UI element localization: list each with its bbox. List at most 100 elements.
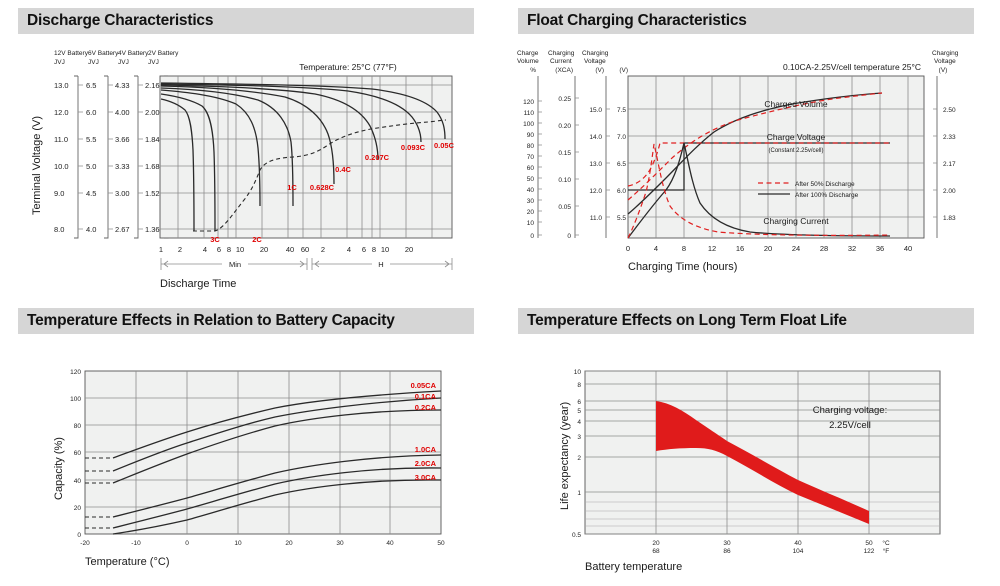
scale-unit-charge-volume: %	[530, 67, 536, 74]
float-x-tick-0: 0	[626, 244, 630, 253]
cap-y-tick-4: 80	[74, 423, 82, 430]
panel-header-float: Float Charging Characteristics	[518, 8, 974, 34]
floatlife-gridlines-minor	[585, 501, 940, 527]
fl-x-tick-f-0: 68	[652, 548, 660, 555]
cap-y-tick-0: 0	[77, 532, 81, 539]
floatlife-y-axis-title: Life expectancy (year)	[559, 402, 571, 510]
capacity-label-20ca: 2.0CA	[415, 459, 437, 468]
capacity-curve-005ca	[112, 390, 442, 459]
tick-2v-1: 2.00	[145, 108, 160, 117]
tick-4v-1: 4.00	[115, 108, 130, 117]
cap-x-tick-3: 10	[234, 540, 242, 547]
range-label-min: Min	[229, 260, 241, 269]
rate-label-0628c: 0.628C	[310, 183, 335, 192]
panel-title-capacity: Temperature Effects in Relation to Batte…	[27, 312, 395, 329]
x-tick-13: 10	[381, 245, 389, 254]
cap-x-tick-6: 40	[386, 540, 394, 547]
panel-title-discharge: Discharge Characteristics	[27, 12, 214, 29]
cvt-tick-4: 11.0	[590, 215, 603, 222]
cv-tick-8: 40	[527, 187, 535, 194]
cap-y-tick-1: 20	[74, 505, 82, 512]
right-axis-unit: (V)	[939, 67, 948, 74]
capacity-curve-02ca	[112, 409, 442, 484]
fl-y-tick-4: 4	[577, 419, 581, 426]
floatlife-gridlines-horizontal	[585, 370, 940, 535]
float-label-charge-voltage: Charge Voltage	[767, 132, 826, 142]
scale-header-12v-line1: 12V Battery	[54, 50, 89, 57]
capacity-label-005ca: 0.05CA	[411, 381, 437, 390]
range-label-bg-min	[222, 258, 248, 270]
capacity-label-01ca: 0.1CA	[415, 392, 437, 401]
tick-2v-2: 1.84	[145, 135, 160, 144]
cc-tick-2: 0.15	[558, 150, 571, 157]
discharge-x-ticks: 1 2 4 6 8 10 20 40 60 2 4 6 8 10 20	[159, 245, 413, 254]
tick-12v-5: 8.0	[54, 225, 64, 234]
right-tick-0: 2.50	[943, 107, 956, 114]
floatlife-x-axis-title: Battery temperature	[585, 561, 682, 573]
discharge-temperature-annotation: Temperature: 25°C (77°F)	[299, 62, 397, 72]
float-x-tick-8: 32	[848, 244, 856, 253]
x-tick-2: 4	[203, 245, 207, 254]
cv-tick-12: 0	[530, 233, 534, 240]
discharge-ticks-12v: 13.0 12.0 11.0 10.0 9.0 8.0	[54, 81, 69, 234]
cc-tick-0: 0.25	[558, 96, 571, 103]
floatlife-life-band	[656, 401, 869, 524]
capacity-y-axis-title: Capacity (%)	[53, 437, 65, 500]
capacity-curve-01ca	[112, 397, 442, 472]
floatlife-plot-area	[584, 370, 941, 535]
discharge-scale-headers: 12V Battery JVJ 6V Battery JVJ 4V Batter…	[54, 50, 179, 66]
discharge-chart: 12V Battery JVJ 6V Battery JVJ 4V Batter…	[31, 50, 455, 290]
x-tick-1: 2	[178, 245, 182, 254]
discharge-scale-bars	[74, 75, 173, 239]
floatlife-note-line1: Charging voltage:	[813, 405, 887, 416]
capacity-chart: Capacity (%) 120 100 80 60 40 20 0	[53, 369, 445, 568]
scale-header-charge-volume-2: Volume	[517, 58, 539, 65]
tick-12v-0: 13.0	[54, 81, 69, 90]
capacity-curve-10ca	[112, 454, 442, 518]
cc-tick-5: 0	[567, 233, 571, 240]
discharge-ticks-4v: 4.33 4.00 3.66 3.33 3.00 2.67	[115, 81, 130, 234]
capacity-y-ticks: 120 100 80 60 40 20 0	[70, 369, 81, 539]
tick-4v-3: 3.33	[115, 162, 130, 171]
x-tick-3: 6	[217, 245, 221, 254]
fl-x-tick-c-1: 30	[723, 540, 731, 547]
fl-y-tick-1: 8	[577, 382, 581, 389]
cv-tick-7: 50	[527, 176, 535, 183]
fl-y-tick-7: 1	[577, 490, 581, 497]
cap-x-tick-1: -10	[131, 540, 141, 547]
tick-4v-4: 3.00	[115, 189, 130, 198]
cv-tick-5: 70	[527, 154, 535, 161]
float-ticks-cell-voltage: 7.5 7.0 6.5 6.0 5.5	[617, 107, 626, 222]
cellv-tick-0: 7.5	[617, 107, 626, 114]
right-tick-4: 1.83	[943, 215, 956, 222]
float-label-charging-current: Charging Current	[763, 216, 829, 226]
tick-12v-4: 9.0	[54, 189, 64, 198]
fl-y-tick-6: 2	[577, 455, 581, 462]
rate-label-1c: 1C	[287, 183, 297, 192]
x-tick-5: 10	[236, 245, 244, 254]
float-gridlines	[628, 76, 924, 238]
rate-label-2c: 2C	[252, 235, 262, 244]
discharge-ticks-6v: 6.5 6.0 5.5 5.0 4.5 4.0	[86, 81, 96, 234]
scale-unit-charging-voltage: (V)	[595, 67, 604, 74]
floatlife-y-ticks: 10 8 6 5 4 3 2 1 0.5	[572, 369, 581, 539]
capacity-label-10ca: 1.0CA	[415, 445, 437, 454]
cap-y-tick-6: 120	[70, 369, 81, 376]
fl-y-tick-0: 10	[574, 369, 582, 376]
capacity-label-30ca: 3.0CA	[415, 473, 437, 482]
tick-4v-2: 3.66	[115, 135, 130, 144]
scale-header-charging-current-1: Charging	[548, 50, 575, 57]
capacity-gridlines	[85, 371, 441, 534]
fl-x-tick-f-3: 122	[864, 548, 875, 555]
tick-6v-1: 6.0	[86, 108, 96, 117]
cap-y-tick-5: 100	[70, 396, 81, 403]
tick-6v-4: 4.5	[86, 189, 96, 198]
floatlife-note-line2: 2.25V/cell	[829, 420, 871, 431]
float-label-charged-volume: Charged Volume	[764, 99, 828, 109]
capacity-x-ticks: -20 -10 0 10 20 30 40 50	[80, 540, 445, 547]
discharge-gridlines-horizontal	[160, 84, 452, 230]
float-legend: After 50% Discharge After 100% Discharge	[758, 181, 859, 199]
cellv-tick-1: 7.0	[617, 134, 626, 141]
fl-x-tick-f-1: 86	[723, 548, 731, 555]
panel-float-charging-characteristics: Float Charging Characteristics Charge Vo…	[500, 0, 1000, 300]
